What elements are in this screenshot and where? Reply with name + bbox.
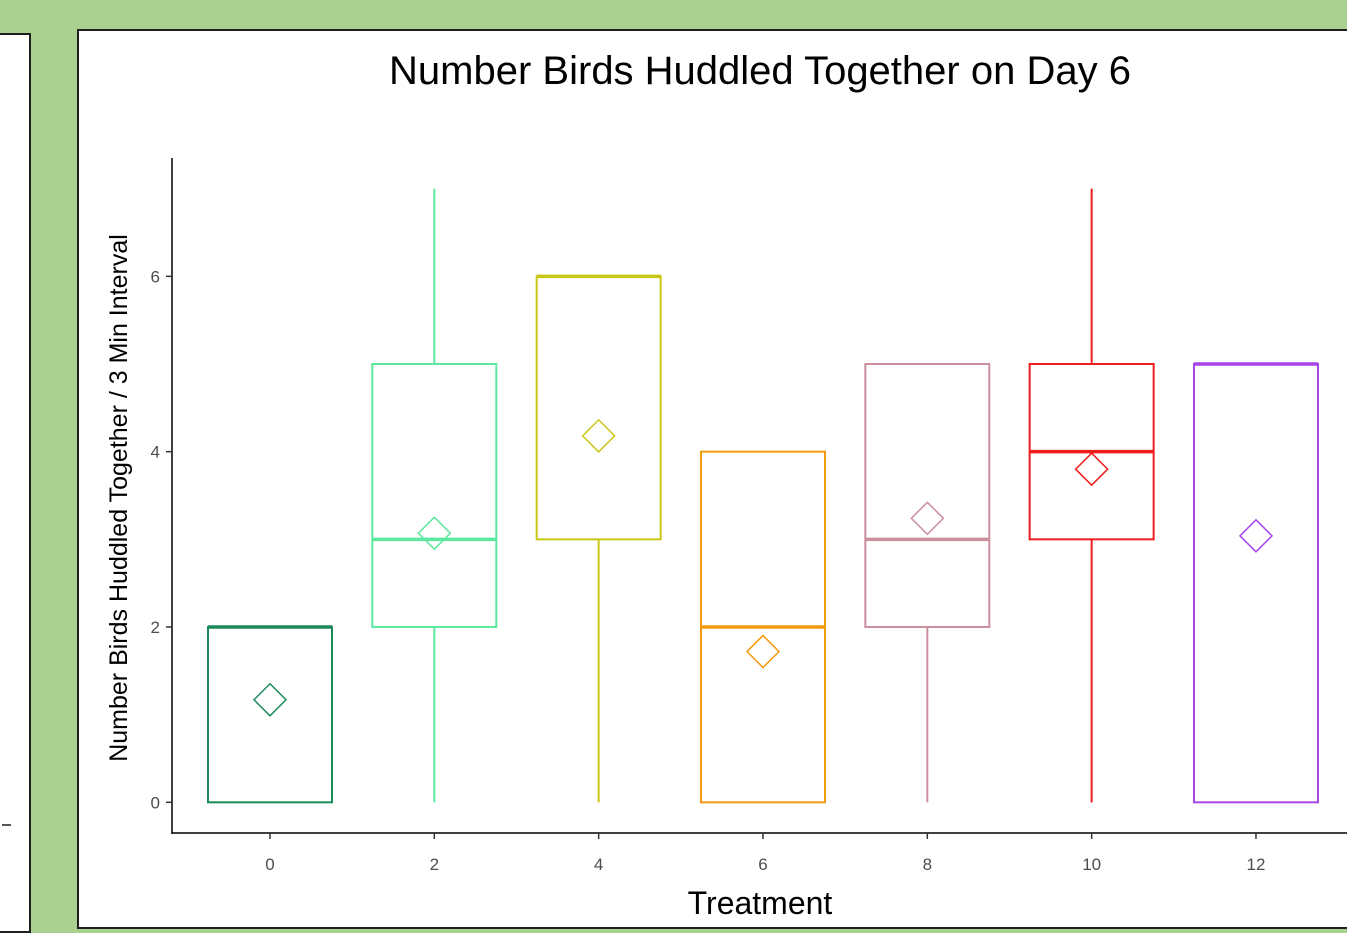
left-panel	[0, 33, 31, 933]
y-axis-title: Number Birds Huddled Together / 3 Min In…	[105, 234, 133, 762]
y-tick-label: 2	[151, 618, 160, 637]
y-tick-label: 0	[151, 793, 160, 812]
chart-title: Number Birds Huddled Together on Day 6	[389, 49, 1131, 93]
box-8	[864, 363, 991, 628]
box-0	[207, 625, 333, 804]
x-tick-label: 8	[923, 855, 932, 874]
x-axis-title: Treatment	[688, 885, 833, 921]
x-tick-label: 4	[594, 855, 603, 874]
x-tick-label: 12	[1247, 855, 1266, 874]
box-2	[371, 363, 498, 628]
left-panel-tick	[2, 824, 11, 826]
mean-marker	[417, 516, 452, 551]
plot-panel	[77, 29, 1347, 929]
box-4	[535, 275, 662, 541]
x-tick-label: 6	[758, 855, 767, 874]
mean-marker	[1238, 518, 1274, 553]
y-tick-label: 4	[151, 443, 160, 462]
box-12	[1192, 363, 1319, 804]
mean-marker	[252, 682, 288, 717]
x-tick-label: 10	[1082, 855, 1101, 874]
mean-marker	[910, 501, 945, 536]
mean-marker	[745, 634, 781, 669]
mean-marker	[581, 418, 616, 453]
y-tick-label: 6	[151, 267, 160, 286]
mean-marker	[1074, 452, 1109, 487]
x-tick-label: 0	[265, 855, 274, 874]
x-tick-label: 2	[430, 855, 439, 874]
